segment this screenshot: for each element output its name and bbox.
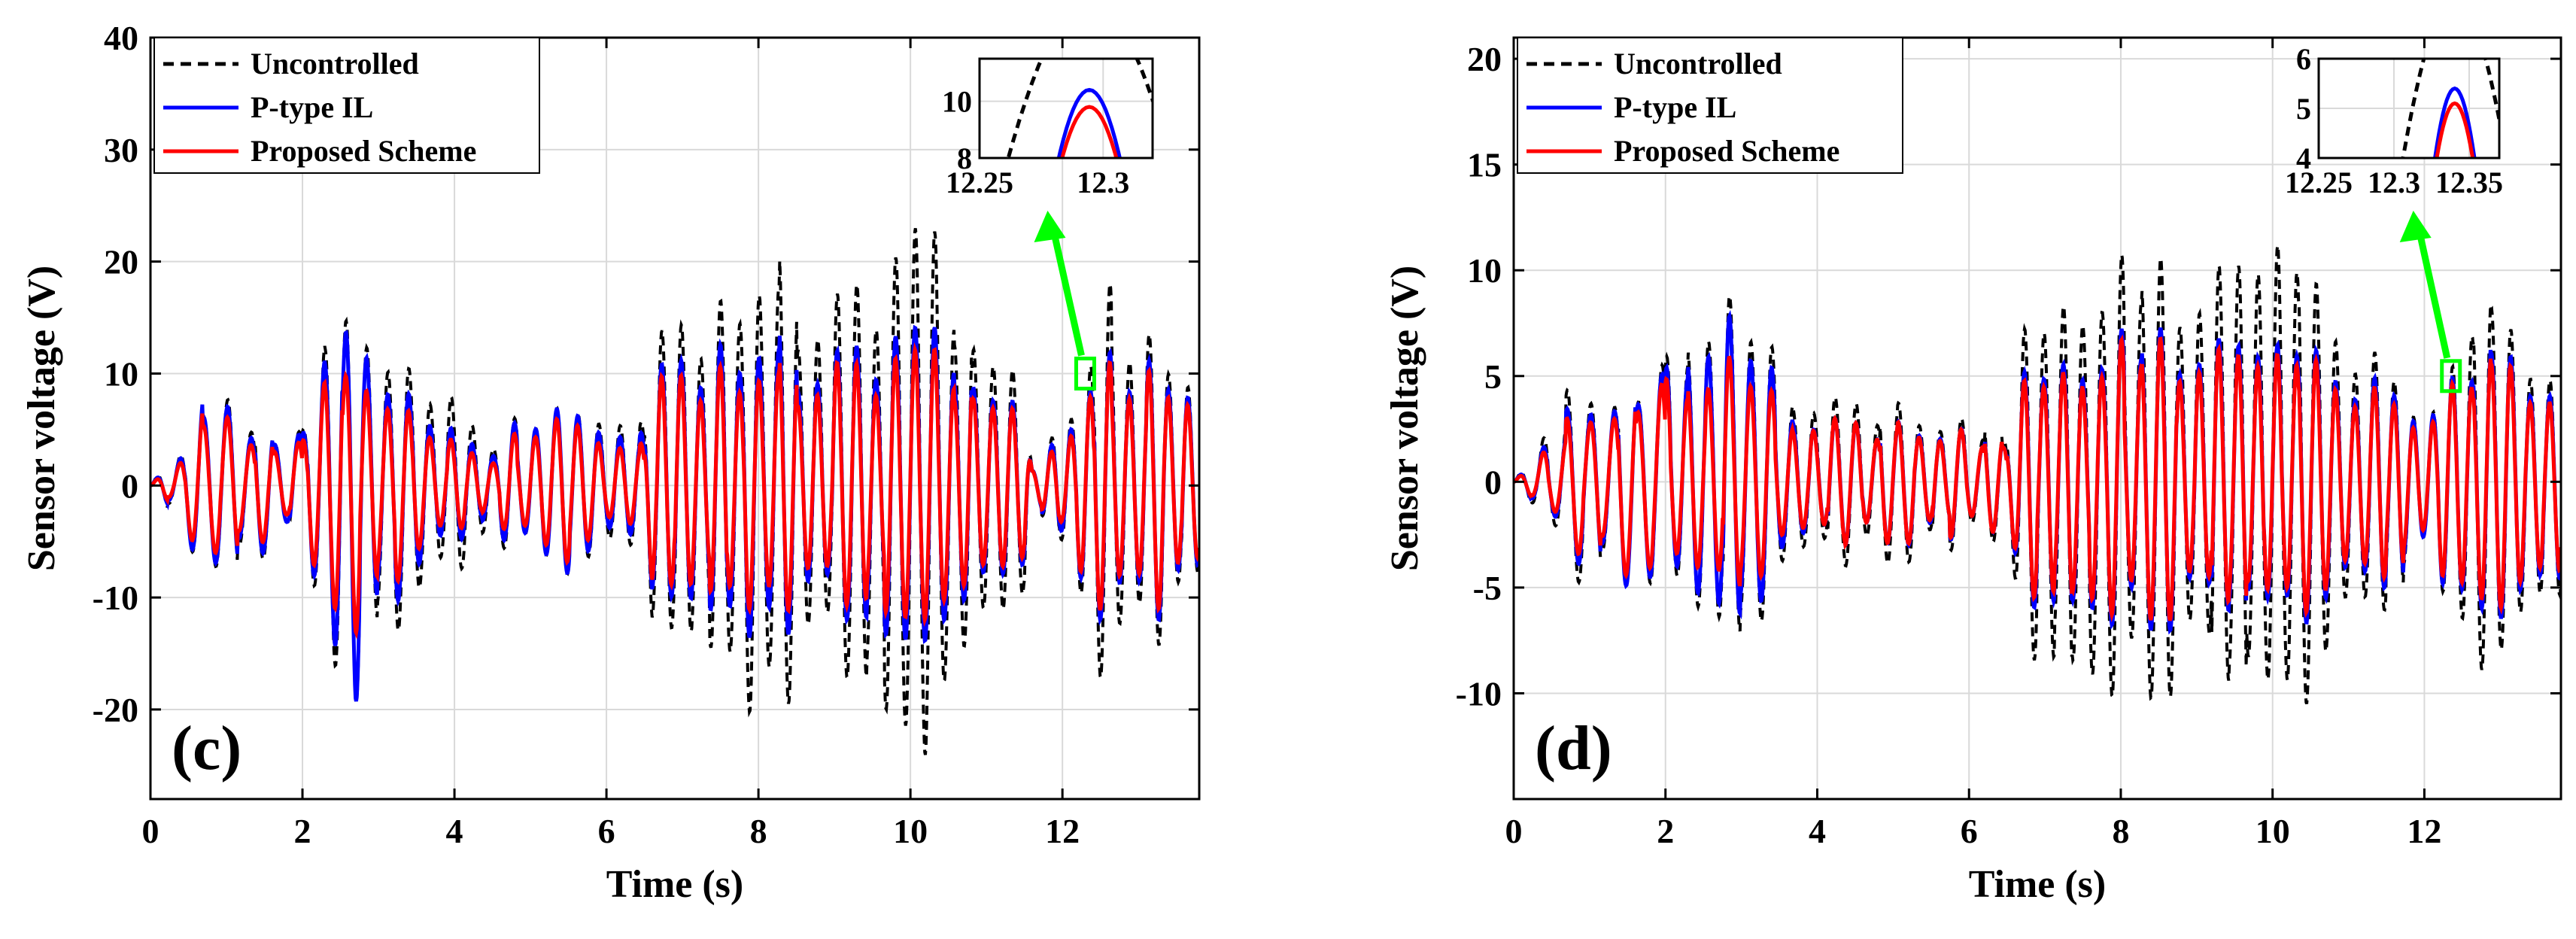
x-axis-label: Time (s) xyxy=(1969,863,2106,906)
series-group xyxy=(150,228,1199,755)
legend-label: Uncontrolled xyxy=(1614,47,1782,81)
x-tick-label: 12 xyxy=(1045,812,1080,850)
x-tick-label: 2 xyxy=(1657,812,1674,850)
axes-box xyxy=(149,36,1201,801)
x-tick-label: 4 xyxy=(446,812,463,850)
x-tick-label: 10 xyxy=(893,812,928,850)
y-tick-label: -5 xyxy=(1473,569,1502,607)
inset-y-tick-label: 4 xyxy=(2296,141,2311,175)
x-tick-label: 0 xyxy=(1505,812,1523,850)
x-tick-label: 10 xyxy=(2256,812,2290,850)
inset-series-p-type-il xyxy=(2433,86,2477,158)
y-tick-label: -10 xyxy=(1456,674,1502,713)
x-tick-label: 8 xyxy=(2112,812,2129,850)
series-line-proposed-scheme xyxy=(1514,334,2561,623)
y-tick-label: -20 xyxy=(93,691,138,729)
y-tick-label: 10 xyxy=(1467,251,1502,290)
inset-y-tick-label: 6 xyxy=(2296,42,2311,76)
inset-x-tick-label: 12.3 xyxy=(2368,166,2420,199)
zoom-marker xyxy=(1074,356,1096,390)
inset-y-tick-label: 5 xyxy=(2296,92,2311,126)
legend-label: P-type IL xyxy=(1614,90,1736,124)
y-tick-label: 40 xyxy=(104,19,138,57)
y-tick-label: 30 xyxy=(104,131,138,169)
chart-panel-d: 0 2 4 6 8 10 12 -10 -5 0 5 10 15 20 Time (s) Sensor vol… xyxy=(1384,36,2562,906)
inset-x-tick-label: 12.35 xyxy=(2435,166,2503,199)
inset-group xyxy=(2319,59,2499,158)
legend-label: P-type IL xyxy=(251,90,373,124)
x-tick-label: 8 xyxy=(750,812,767,850)
x-tick-label: 6 xyxy=(598,812,615,850)
zoom-arrow-head xyxy=(2399,211,2432,242)
inset-x-tick-label: 12.3 xyxy=(1077,166,1129,199)
inset-group xyxy=(980,59,1153,158)
x-tick-label: 4 xyxy=(1809,812,1826,850)
y-tick-label: 20 xyxy=(1467,40,1502,78)
y-tick-label: 0 xyxy=(121,466,138,505)
chart-panel-c: 0 2 4 6 8 10 12 -20 -10 0 10 20 30 40 Time (s) Sensor v… xyxy=(20,19,1201,906)
y-tick-label: 0 xyxy=(1484,463,1502,501)
y-tick-label: -10 xyxy=(93,579,138,617)
inset-series-p-type-il xyxy=(1056,87,1122,158)
inset-x-tick-label: 12.25 xyxy=(946,166,1013,199)
axes-box xyxy=(1512,36,2562,801)
legend-label: Uncontrolled xyxy=(251,47,419,81)
inset-box xyxy=(978,57,1154,160)
series-line-uncontrolled xyxy=(150,228,1199,755)
x-tick-label: 2 xyxy=(294,812,311,850)
x-tick-label: 0 xyxy=(142,812,159,850)
y-axis-label: Sensor voltage (V) xyxy=(20,266,63,571)
y-axis-label: Sensor voltage (V) xyxy=(1384,266,1426,571)
inset-box xyxy=(2317,57,2501,160)
legend-label: Proposed Scheme xyxy=(251,134,476,168)
zoom-arrow-shaft xyxy=(1049,223,1085,357)
x-axis-label: Time (s) xyxy=(606,863,743,906)
panel-label: (d) xyxy=(1535,713,1612,783)
inset-y-tick-label: 10 xyxy=(942,85,972,119)
inset-series-proposed-scheme xyxy=(2435,101,2475,158)
inset-y-tick-label: 8 xyxy=(957,141,972,175)
zoom-marker xyxy=(2440,359,2462,394)
x-tick-label: 12 xyxy=(2407,812,2441,850)
inset-series-proposed-scheme xyxy=(1060,105,1119,158)
zoom-arrow-shaft xyxy=(2414,223,2451,359)
series-group xyxy=(1514,245,2561,705)
legend-label: Proposed Scheme xyxy=(1614,134,1839,168)
y-tick-label: 5 xyxy=(1484,357,1502,396)
zoom-arrow-head xyxy=(1034,211,1066,242)
x-tick-label: 6 xyxy=(1961,812,1978,850)
y-tick-label: 10 xyxy=(104,354,138,393)
y-tick-label: 15 xyxy=(1467,146,1502,184)
inset-x-tick-label: 12.25 xyxy=(2285,166,2353,199)
series-line-proposed-scheme xyxy=(150,342,1199,640)
panel-label: (c) xyxy=(172,713,242,783)
y-tick-label: 20 xyxy=(104,243,138,281)
